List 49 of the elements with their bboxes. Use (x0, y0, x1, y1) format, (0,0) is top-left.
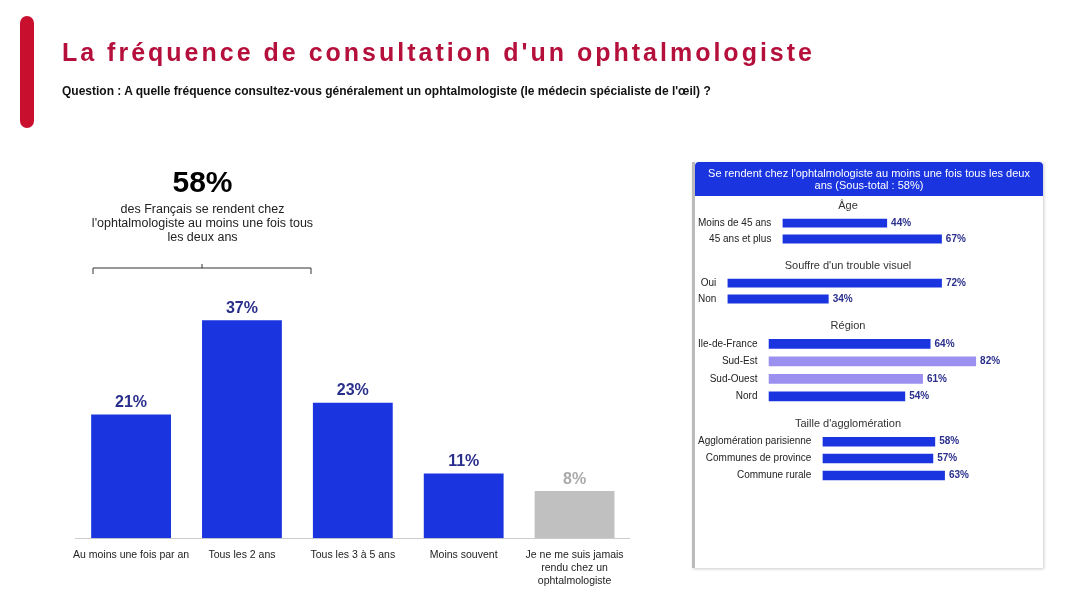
chart-title: La fréquence de consultation d'un ophtalmologiste (62, 38, 815, 67)
y-tick-label: Sud-Est (721, 355, 758, 367)
data-label: 58% (939, 435, 960, 447)
y-tick-label: Communes de province (705, 452, 812, 464)
data-label: 37% (225, 298, 258, 316)
bar (768, 339, 931, 349)
bar (202, 320, 282, 539)
data-label: 82% (980, 355, 1001, 367)
x-tick-label: Moins souvent (429, 548, 498, 561)
data-label: 67% (945, 232, 966, 244)
data-label: 44% (891, 216, 912, 228)
chart-title: Taille d'agglomération (794, 416, 902, 429)
bar (768, 356, 977, 367)
data-label: 23% (336, 381, 369, 399)
text: des Français se rendent chez l'ophtalmologiste au moins une fois tous les deux ans (90, 202, 315, 244)
y-tick-label: Commune rurale (736, 469, 812, 481)
y-tick-label: Moins de 45 ans (697, 216, 772, 228)
data-label: 57% (937, 452, 958, 464)
y-tick-label: Agglomération parisienne (698, 435, 812, 447)
data-label: 61% (926, 372, 948, 384)
data-label: 63% (948, 469, 970, 481)
data-label: 54% (909, 390, 930, 402)
y-tick-label: Oui (700, 276, 717, 288)
text: 58% (171, 165, 234, 199)
data-label: 64% (934, 337, 955, 349)
bar (91, 414, 171, 539)
x-tick-label: Tous les 3 à 5 ans (310, 548, 396, 561)
x-tick-label: Au moins une fois par an (73, 548, 190, 561)
chart-subtitle: Question : A quelle fréquence consultez-vous généralement un ophtalmologiste (le médecin spécialiste de l'œil) ? (62, 84, 711, 98)
data-label: 8% (563, 469, 587, 487)
chart-title: Souffre d'un trouble visuel (784, 258, 912, 271)
x-tick-label: Tous les 2 ans (208, 548, 276, 561)
chart-title: Région (830, 318, 866, 331)
data-label: 21% (115, 392, 148, 410)
text: Se rendent chez l'ophtalmologiste au moins une fois tous les deux ans (Sous-total : 58%) (695, 162, 1043, 196)
y-tick-label: 45 ans et plus (709, 232, 772, 244)
x-tick-label: Je ne me suis jamais rendu chez un ophtalmologiste (525, 548, 624, 586)
data-label: 34% (832, 292, 853, 304)
data-label: 72% (945, 276, 967, 288)
bar (423, 473, 504, 539)
y-tick-label: Sud-Ouest (709, 372, 758, 384)
y-tick-label: Nord (735, 390, 758, 402)
bar (768, 391, 906, 402)
y-tick-label: Non (697, 292, 717, 304)
y-tick-label: Ile-de-France (698, 337, 758, 349)
bar (768, 373, 923, 384)
bar (312, 402, 393, 539)
data-label: 11% (448, 451, 480, 469)
chart-title: Âge (838, 198, 858, 211)
